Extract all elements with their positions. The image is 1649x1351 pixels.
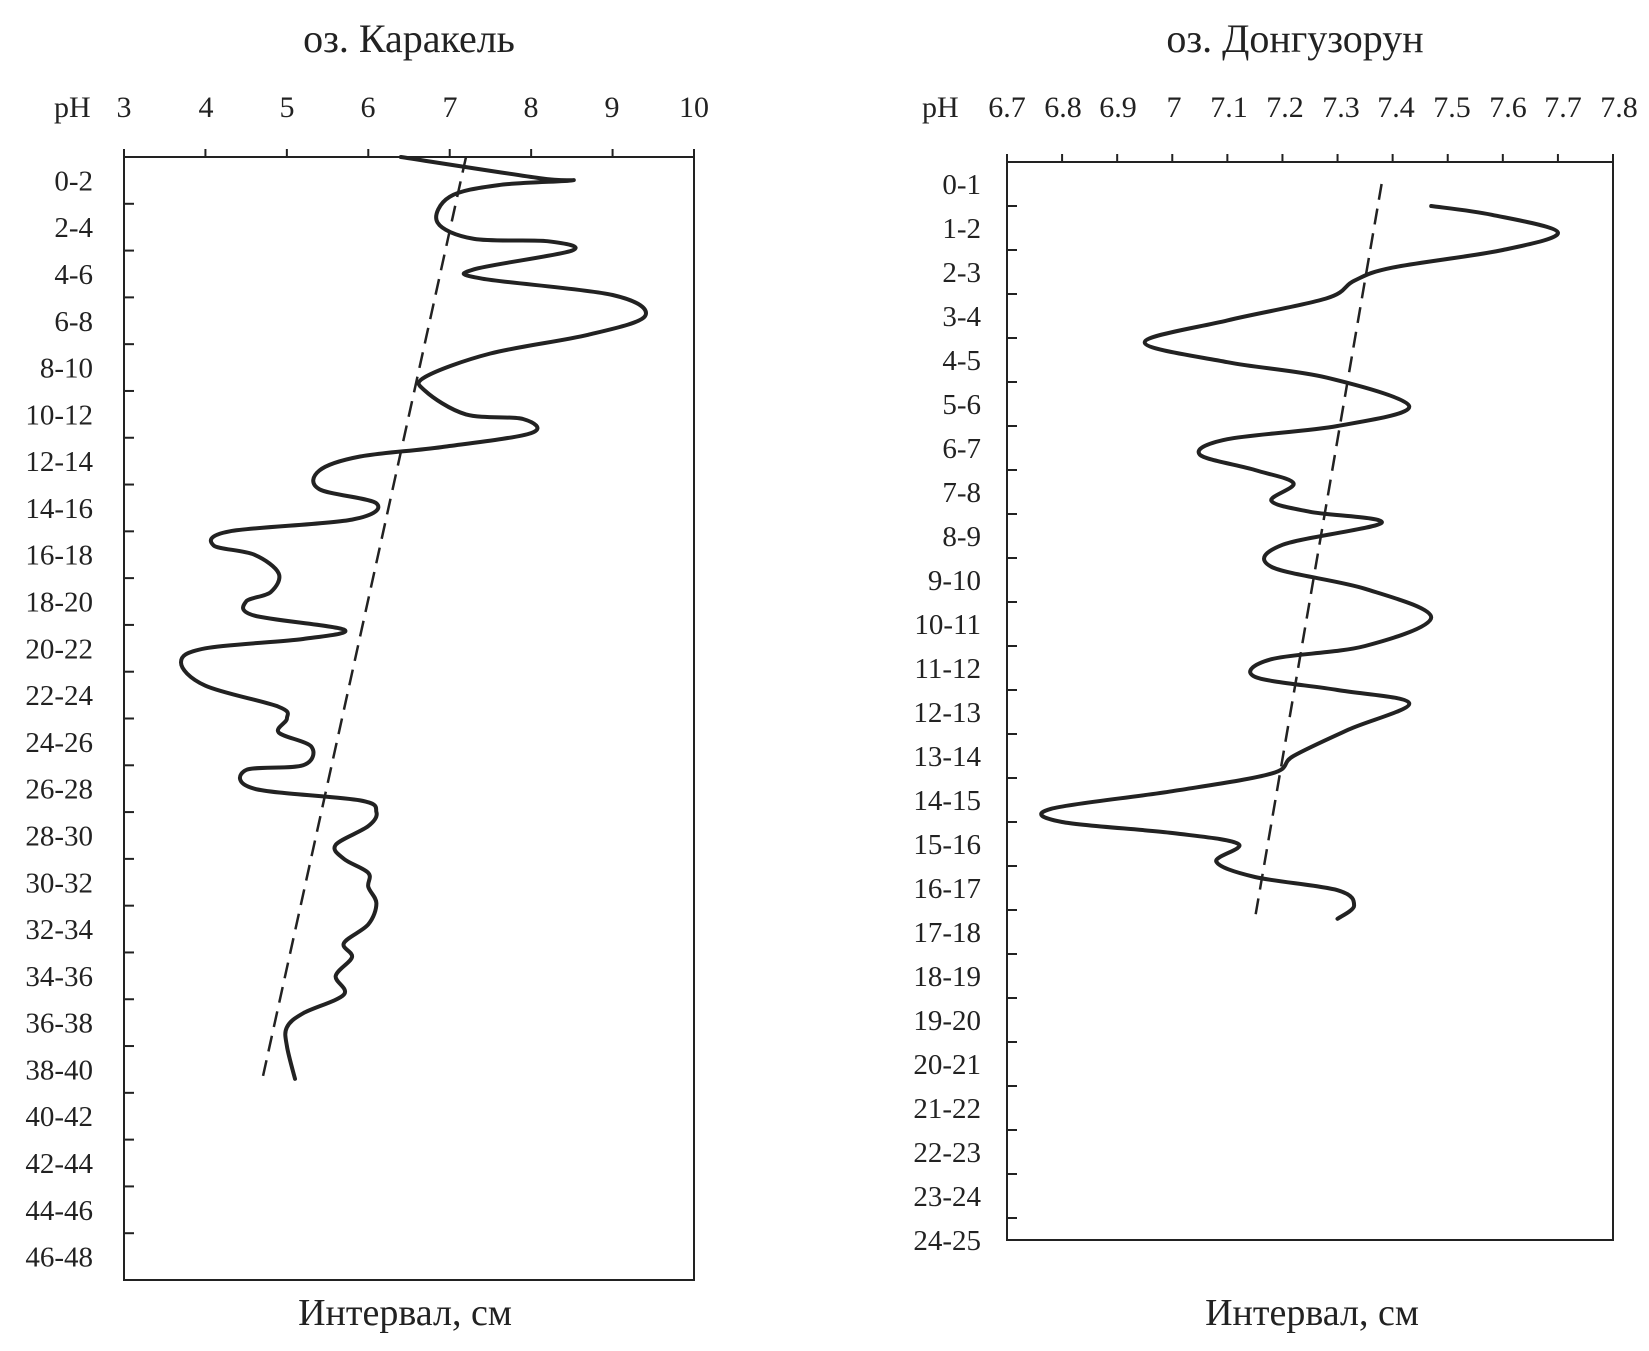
- x-axis-prefix: pH: [54, 91, 91, 124]
- category-label: 44-46: [25, 1195, 93, 1227]
- ph-profile-line: [179, 155, 648, 1081]
- x-tick-label: 7.2: [1266, 91, 1304, 124]
- x-tick-label: 5: [280, 91, 295, 124]
- plot-area: 0-1 1-2 2-3 3-4 4-5 5-6 6-7 7-8 8-9 9-10 10-11 11-1…: [913, 154, 1614, 1257]
- x-tick-label: 6.8: [1044, 91, 1082, 124]
- chart-title: оз. Каракель: [303, 16, 515, 61]
- category-label: 3-4: [942, 301, 981, 333]
- category-label: 4-5: [942, 345, 981, 377]
- category-label: 1-2: [942, 213, 981, 245]
- category-label: 20-22: [25, 633, 93, 665]
- category-label: 4-6: [54, 259, 93, 291]
- category-label: 14-15: [913, 785, 981, 817]
- x-tick-label: 7.3: [1322, 91, 1360, 124]
- category-label: 23-24: [913, 1181, 981, 1213]
- category-label: 26-28: [25, 774, 93, 806]
- x-tick-label: 7: [1167, 91, 1182, 124]
- category-label: 0-2: [54, 165, 93, 197]
- category-label: 7-8: [942, 477, 981, 509]
- category-label: 15-16: [913, 829, 981, 861]
- category-label: 16-17: [913, 873, 981, 905]
- category-label: 22-24: [25, 680, 93, 712]
- category-label: 8-9: [942, 521, 981, 553]
- ph-profile-line: [1039, 204, 1560, 921]
- plot-area: 0-2 2-4 4-6 6-8 8-10 10-12 12-14 14-16 16-18 18-2…: [25, 149, 695, 1281]
- axis-label: Интервал, см: [298, 1292, 512, 1334]
- category-label: 28-30: [25, 820, 93, 852]
- chart-karakel: оз. Каракель pH 3 4 5 6 7 8 9 10 0-2 2-4 4…: [25, 16, 709, 1334]
- x-tick-labels: 6.7 6.8 6.9 7 7.1 7.2 7.3 7.4 7.5 7.6 7.…: [988, 91, 1638, 124]
- chart-title: оз. Донгузорун: [1166, 16, 1423, 61]
- category-label: 17-18: [913, 917, 981, 949]
- category-label: 24-25: [913, 1225, 981, 1257]
- x-tick-labels: 3 4 5 6 7 8 9 10: [117, 91, 710, 124]
- trend-line: [1253, 183, 1383, 920]
- x-tick-label: 6.7: [988, 91, 1026, 124]
- x-tick-label: 7.1: [1210, 91, 1248, 124]
- x-tick-label: 4: [199, 91, 214, 124]
- x-tick-label: 7.6: [1489, 91, 1527, 124]
- category-label: 20-21: [913, 1049, 981, 1081]
- category-label: 6-7: [942, 433, 981, 465]
- x-tick-label: 7.4: [1377, 91, 1415, 124]
- category-label: 5-6: [942, 389, 981, 421]
- x-tick-label: 6: [361, 91, 376, 124]
- axis-label: Интервал, см: [1205, 1292, 1419, 1334]
- category-label: 16-18: [25, 540, 93, 572]
- category-label: 12-13: [913, 697, 981, 729]
- category-label: 8-10: [40, 353, 93, 385]
- x-tick-label: 6.9: [1099, 91, 1137, 124]
- x-tick-label: 8: [524, 91, 539, 124]
- category-label: 2-4: [54, 212, 93, 244]
- x-tick-label: 7.5: [1433, 91, 1471, 124]
- category-label: 14-16: [25, 493, 93, 525]
- category-label: 42-44: [25, 1148, 93, 1180]
- category-label: 19-20: [913, 1005, 981, 1037]
- category-label: 40-42: [25, 1101, 93, 1133]
- x-axis-prefix: pH: [922, 91, 959, 124]
- category-label: 18-20: [25, 587, 93, 619]
- category-label: 30-32: [25, 867, 93, 899]
- x-tick-label: 3: [117, 91, 132, 124]
- category-label: 22-23: [913, 1137, 981, 1169]
- category-label: 46-48: [25, 1242, 93, 1274]
- category-label: 6-8: [54, 306, 93, 338]
- category-label: 2-3: [942, 257, 981, 289]
- category-label: 36-38: [25, 1008, 93, 1040]
- category-label: 10-12: [25, 399, 93, 431]
- x-tick-label: 7.7: [1544, 91, 1582, 124]
- category-label: 18-19: [913, 961, 981, 993]
- trend-line: [261, 156, 468, 1080]
- category-label: 10-11: [914, 609, 981, 641]
- x-tick-label: 10: [679, 91, 709, 124]
- plot-frame: [123, 156, 695, 1281]
- category-label: 34-36: [25, 961, 93, 993]
- category-label: 0-1: [942, 169, 981, 201]
- category-label: 32-34: [25, 914, 93, 946]
- category-label: 12-14: [25, 446, 93, 478]
- x-tick-label: 7.8: [1600, 91, 1638, 124]
- category-label: 11-12: [914, 653, 981, 685]
- chart-donguzorun: оз. Донгузорун pH 6.7 6.8 6.9 7 7.1 7.2 …: [913, 16, 1637, 1334]
- x-tick-label: 9: [605, 91, 620, 124]
- category-label: 24-26: [25, 727, 93, 759]
- category-label: 21-22: [913, 1093, 981, 1125]
- plot-frame: [1006, 161, 1614, 1241]
- x-tick-label: 7: [443, 91, 458, 124]
- category-label: 9-10: [928, 565, 981, 597]
- category-label: 38-40: [25, 1054, 93, 1086]
- category-label: 13-14: [913, 741, 981, 773]
